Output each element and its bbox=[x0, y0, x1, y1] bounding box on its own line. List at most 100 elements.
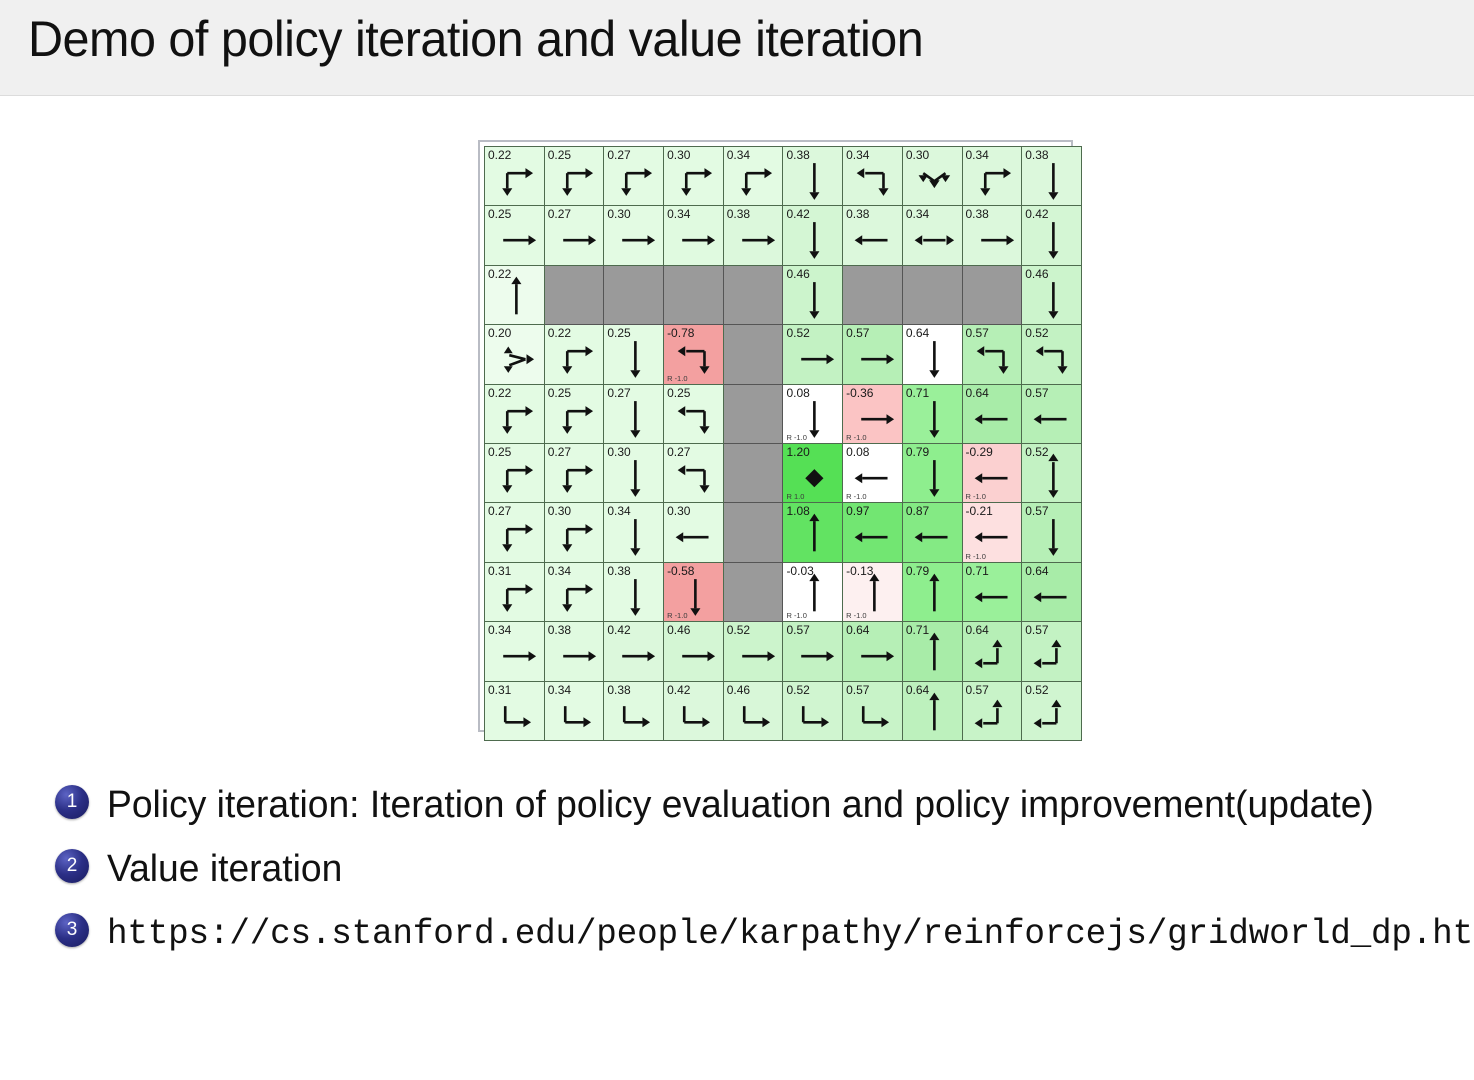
grid-cell[interactable]: 0.27 bbox=[543, 205, 605, 266]
grid-cell[interactable]: 0.31 bbox=[484, 680, 545, 741]
grid-cell[interactable]: 0.57 bbox=[961, 324, 1023, 385]
grid-cell[interactable]: 0.38 bbox=[722, 205, 784, 266]
grid-cell[interactable]: 0.38 bbox=[961, 205, 1023, 266]
grid-cell[interactable]: 0.38 bbox=[1021, 145, 1082, 207]
grid-cell[interactable]: 0.46 bbox=[1021, 264, 1082, 326]
grid-cell[interactable]: 0.42 bbox=[1021, 205, 1082, 266]
grid-cell[interactable]: 0.22 bbox=[484, 264, 545, 326]
grid-cell[interactable]: 0.25 bbox=[543, 145, 605, 207]
policy-arrow-icon bbox=[545, 326, 603, 383]
grid-cell[interactable]: 0.38 bbox=[543, 621, 605, 682]
grid-cell[interactable]: 0.27 bbox=[484, 502, 545, 563]
grid-cell[interactable]: 0.57 bbox=[1021, 621, 1082, 682]
grid-cell[interactable]: 0.52 bbox=[782, 324, 844, 385]
grid-cell[interactable]: 0.25 bbox=[663, 383, 724, 444]
gridworld-grid[interactable]: 0.22 0.25 0.27 0.30 0.34 0.38 0.34 0.30 0.34 0.38… bbox=[484, 145, 1082, 741]
grid-cell[interactable]: 0.64 bbox=[901, 324, 963, 385]
grid-cell[interactable]: 0.34 bbox=[901, 205, 963, 266]
grid-cell[interactable]: -0.21 R -1.0 bbox=[961, 502, 1023, 563]
grid-cell[interactable]: 0.38 bbox=[603, 680, 665, 741]
grid-cell[interactable]: 1.20 R 1.0 bbox=[782, 442, 844, 504]
grid-row: 0.31 0.34 0.38 -0.58 R -1.0 -0.03 R -1.0 -0.13 R… bbox=[484, 561, 1082, 623]
grid-cell[interactable]: 0.30 bbox=[603, 442, 665, 504]
grid-cell[interactable]: 0.27 bbox=[603, 145, 665, 207]
grid-cell[interactable]: 0.52 bbox=[722, 621, 784, 682]
grid-cell[interactable]: 0.57 bbox=[1021, 502, 1082, 563]
grid-cell[interactable]: -0.36 R -1.0 bbox=[842, 383, 903, 444]
grid-cell[interactable]: -0.13 R -1.0 bbox=[842, 561, 903, 623]
grid-cell[interactable]: 0.42 bbox=[603, 621, 665, 682]
grid-cell[interactable]: 0.08 R -1.0 bbox=[782, 383, 844, 444]
grid-cell[interactable]: 0.64 bbox=[842, 621, 903, 682]
gridworld-visualization[interactable]: 0.22 0.25 0.27 0.30 0.34 0.38 0.34 0.30 0.34 0.38… bbox=[478, 140, 1082, 741]
cell-value: 0.52 bbox=[1025, 444, 1049, 459]
grid-cell[interactable]: 0.71 bbox=[901, 383, 963, 444]
grid-cell[interactable]: 0.31 bbox=[484, 561, 545, 623]
grid-cell[interactable]: 0.25 bbox=[543, 383, 605, 444]
grid-cell[interactable]: 0.97 bbox=[842, 502, 903, 563]
grid-cell[interactable]: 0.46 bbox=[782, 264, 844, 326]
grid-cell[interactable]: 0.57 bbox=[842, 324, 903, 385]
grid-cell[interactable]: 0.71 bbox=[961, 561, 1023, 623]
cell-value: 0.22 bbox=[488, 148, 512, 162]
grid-cell[interactable]: 0.64 bbox=[1021, 561, 1082, 623]
grid-cell[interactable]: 0.34 bbox=[961, 145, 1023, 207]
grid-cell[interactable]: 0.22 bbox=[543, 324, 605, 385]
grid-cell[interactable]: -0.58 R -1.0 bbox=[663, 561, 724, 623]
grid-cell[interactable]: 0.34 bbox=[842, 145, 903, 207]
grid-cell[interactable]: 0.42 bbox=[782, 205, 844, 266]
grid-cell[interactable]: 0.52 bbox=[1021, 324, 1082, 385]
grid-cell[interactable]: 0.64 bbox=[961, 383, 1023, 444]
grid-cell[interactable]: 0.38 bbox=[603, 561, 665, 623]
grid-cell[interactable]: 0.42 bbox=[663, 680, 724, 741]
grid-cell[interactable]: 0.52 bbox=[1021, 680, 1082, 741]
grid-cell[interactable]: 0.08 R -1.0 bbox=[842, 442, 903, 504]
grid-cell[interactable]: 0.87 bbox=[901, 502, 963, 563]
grid-cell[interactable]: 0.25 bbox=[603, 324, 665, 385]
bullet-link-text[interactable]: https://cs.stanford.edu/people/karpathy/… bbox=[107, 914, 1474, 954]
grid-cell[interactable]: 0.22 bbox=[484, 383, 545, 444]
grid-cell[interactable]: 0.79 bbox=[901, 442, 963, 504]
policy-arrow-icon bbox=[903, 444, 961, 501]
grid-cell[interactable]: 0.34 bbox=[603, 502, 665, 563]
grid-cell[interactable]: 0.71 bbox=[901, 621, 963, 682]
cell-value: 0.64 bbox=[905, 326, 930, 341]
grid-cell[interactable]: 0.34 bbox=[484, 621, 545, 682]
cell-value: 0.38 bbox=[607, 563, 631, 578]
grid-cell[interactable]: 0.22 bbox=[484, 145, 545, 207]
grid-cell[interactable]: 0.20 bbox=[484, 324, 545, 385]
grid-cell[interactable]: 0.34 bbox=[543, 680, 605, 741]
grid-cell[interactable]: 0.57 bbox=[1021, 383, 1082, 444]
grid-cell[interactable]: 0.30 bbox=[603, 205, 665, 266]
policy-arrow-icon bbox=[844, 563, 902, 620]
grid-cell[interactable]: 0.34 bbox=[663, 205, 724, 266]
grid-cell[interactable]: 0.57 bbox=[961, 680, 1023, 741]
grid-cell[interactable]: 0.57 bbox=[842, 680, 903, 741]
grid-cell[interactable]: 1.08 bbox=[782, 502, 844, 563]
grid-cell[interactable]: 0.30 bbox=[543, 502, 605, 563]
grid-cell[interactable]: 0.38 bbox=[842, 205, 903, 266]
grid-cell[interactable]: 0.25 bbox=[484, 205, 545, 266]
grid-cell[interactable]: 0.52 bbox=[1021, 442, 1082, 504]
grid-cell[interactable]: 0.34 bbox=[543, 561, 605, 623]
grid-cell[interactable]: 0.79 bbox=[901, 561, 963, 623]
grid-cell[interactable]: 0.64 bbox=[901, 680, 963, 741]
grid-cell[interactable]: 0.30 bbox=[663, 145, 724, 207]
grid-cell[interactable]: 0.46 bbox=[663, 621, 724, 682]
grid-cell[interactable]: -0.03 R -1.0 bbox=[782, 561, 844, 623]
grid-cell[interactable]: 0.27 bbox=[603, 383, 665, 444]
grid-cell[interactable]: 0.30 bbox=[901, 145, 963, 207]
grid-cell[interactable]: -0.29 R -1.0 bbox=[961, 442, 1023, 504]
grid-cell[interactable]: 0.38 bbox=[782, 145, 844, 207]
grid-cell[interactable]: 0.30 bbox=[663, 502, 724, 563]
grid-cell[interactable]: 0.27 bbox=[543, 442, 605, 504]
grid-cell[interactable]: 0.25 bbox=[484, 442, 545, 504]
grid-cell[interactable]: 0.46 bbox=[722, 680, 784, 741]
policy-arrow-icon bbox=[665, 623, 723, 680]
grid-cell[interactable]: 0.27 bbox=[663, 442, 724, 504]
grid-cell[interactable]: 0.34 bbox=[722, 145, 784, 207]
grid-cell[interactable]: 0.57 bbox=[782, 621, 844, 682]
grid-cell[interactable]: -0.78 R -1.0 bbox=[663, 324, 724, 385]
grid-cell[interactable]: 0.52 bbox=[782, 680, 844, 741]
grid-cell[interactable]: 0.64 bbox=[961, 621, 1023, 682]
